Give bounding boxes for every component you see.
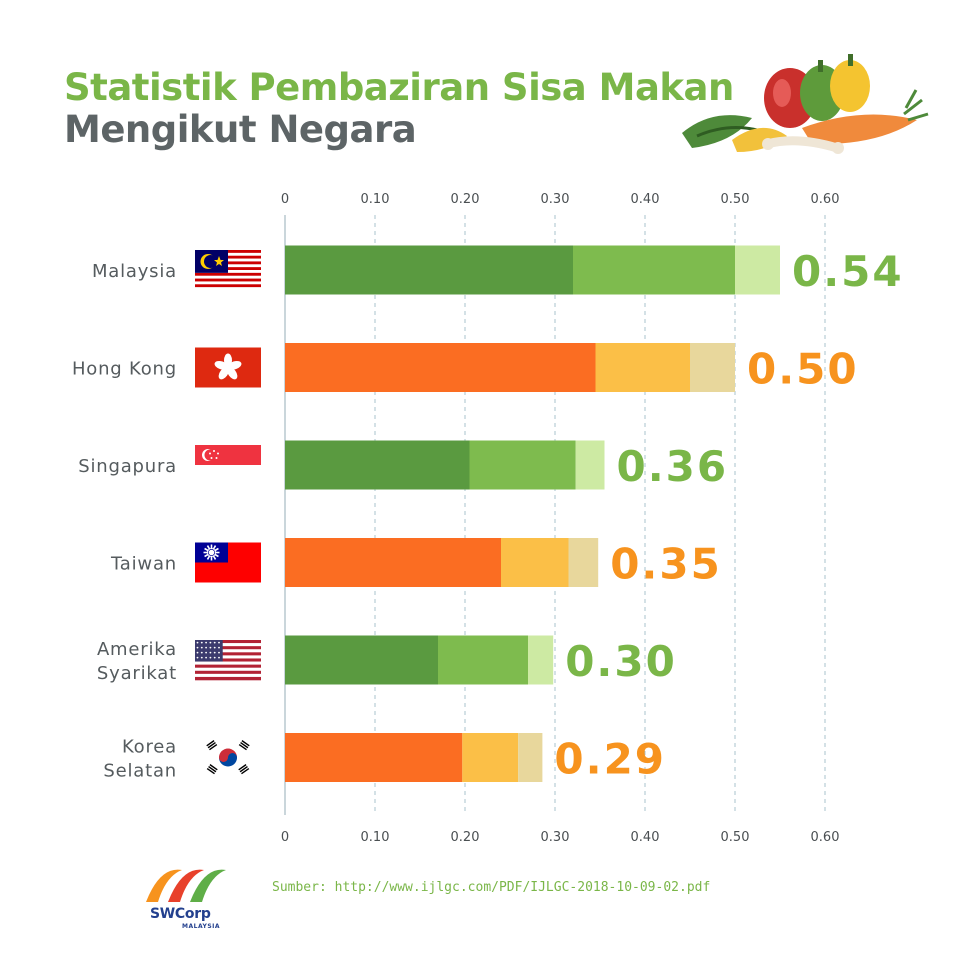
x-tick-label-top: 0.60	[811, 192, 840, 207]
x-axis-top: 0 0.10 0.20 0.30 0.40 0.50 0.60	[281, 192, 840, 207]
x-tick-label-bottom: 0.30	[541, 830, 570, 845]
bar-segment	[438, 635, 528, 685]
value-label: 0.36	[617, 442, 729, 491]
logo-subtitle: MALAYSIA	[182, 923, 221, 930]
chart-title-line-2: Mengikut Negara	[64, 108, 417, 151]
x-tick-label-bottom: 0	[281, 830, 289, 845]
bar-segment	[462, 733, 519, 782]
bar-segment	[285, 733, 463, 782]
x-tick-label-top: 0.30	[541, 192, 570, 207]
bar-segment	[501, 538, 569, 587]
bar-segment	[285, 538, 501, 587]
country-label: Syarikat	[97, 663, 177, 684]
bar-segment	[285, 635, 438, 685]
bars	[285, 245, 780, 782]
value-label: 0.50	[747, 345, 859, 394]
x-tick-label-top: 0.40	[631, 192, 660, 207]
country-label: Singapura	[78, 456, 177, 477]
bar-segment	[595, 343, 690, 392]
value-label: 0.29	[554, 735, 666, 784]
bar-segment	[469, 440, 576, 490]
flags	[195, 250, 261, 778]
x-tick-label-top: 0.10	[361, 192, 390, 207]
bar-segment	[285, 440, 470, 490]
x-tick-label-bottom: 0.50	[721, 830, 750, 845]
gridlines	[284, 215, 826, 815]
bar-segment	[528, 635, 554, 685]
country-label: Korea	[122, 737, 177, 758]
x-tick-label-top: 0	[281, 192, 289, 207]
country-label: Malaysia	[92, 261, 177, 282]
usa-flag-icon	[195, 640, 261, 681]
bar-segment	[690, 343, 735, 392]
bar-segment	[285, 245, 573, 295]
value-label: 0.54	[792, 247, 904, 296]
x-tick-label-bottom: 0.40	[631, 830, 660, 845]
country-label: Amerika	[97, 639, 177, 660]
malaysia-flag-icon	[195, 250, 261, 291]
country-label: Selatan	[103, 761, 177, 782]
logo-name: SWCorp	[150, 906, 211, 922]
bar-segment	[575, 440, 605, 490]
country-labels: Malaysia Hong Kong Singapura Taiwan Amerika S…	[72, 261, 177, 782]
country-label: Taiwan	[110, 554, 177, 575]
x-tick-label-top: 0.20	[451, 192, 480, 207]
taiwan-flag-icon	[195, 542, 261, 583]
vegetables-illustration-icon	[682, 54, 929, 154]
chart-title-line-1: Statistik Pembaziran Sisa Makan	[64, 66, 734, 109]
swcorp-logo-icon	[146, 869, 226, 902]
x-tick-label-bottom: 0.60	[811, 830, 840, 845]
bar-segment	[573, 245, 735, 295]
x-tick-label-top: 0.50	[721, 192, 750, 207]
x-tick-label-bottom: 0.10	[361, 830, 390, 845]
bar-segment	[518, 733, 543, 782]
bar-segment	[285, 343, 596, 392]
value-labels: 0.54 0.50 0.36 0.35 0.30 0.29	[554, 247, 904, 784]
x-tick-label-bottom: 0.20	[451, 830, 480, 845]
value-label: 0.30	[565, 637, 677, 686]
x-axis-bottom: 0 0.10 0.20 0.30 0.40 0.50 0.60	[281, 830, 840, 845]
country-label: Hong Kong	[72, 359, 177, 380]
singapore-flag-icon	[195, 445, 261, 485]
bar-segment	[568, 538, 599, 587]
bar-segment	[735, 245, 780, 295]
south-korea-flag-icon	[195, 737, 261, 778]
source-text: Sumber: http://www.ijlgc.com/PDF/IJLGC-2…	[272, 880, 711, 895]
hong-kong-flag-icon	[195, 347, 261, 388]
value-label: 0.35	[610, 540, 722, 589]
